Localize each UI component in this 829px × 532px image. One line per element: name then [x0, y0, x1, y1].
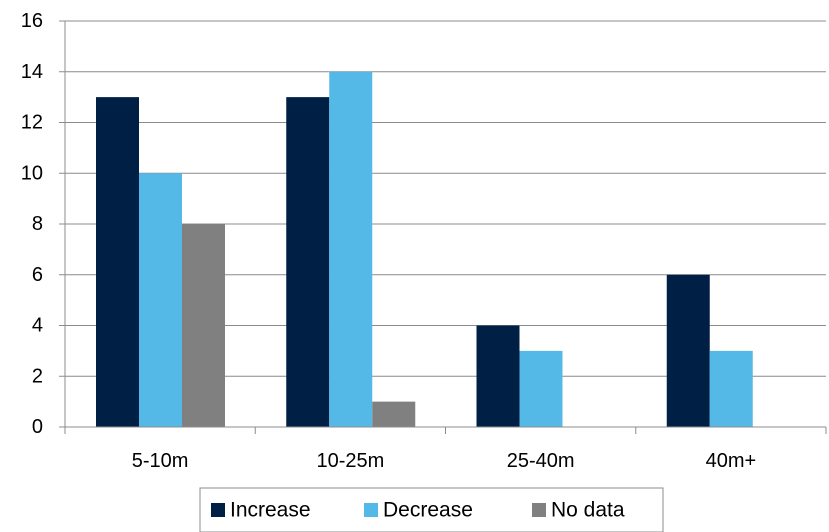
y-tick-labels: 0 2 4 6 8 10 12 14 16 [21, 10, 43, 438]
bars [96, 71, 753, 427]
x-tick-label: 10-25m [316, 450, 384, 472]
y-tick-label: 8 [32, 213, 43, 235]
y-tick-label: 10 [21, 162, 43, 184]
x-tick-label: 40m+ [706, 450, 757, 472]
bar-increase [476, 325, 520, 427]
bar-increase [666, 274, 710, 427]
legend-label: Increase [230, 499, 311, 522]
bar-decrease [329, 71, 373, 427]
bar-no-data [182, 224, 225, 427]
bar-decrease [139, 173, 182, 427]
x-tick-labels: 5-10m 10-25m 25-40m 40m+ [132, 450, 756, 472]
bar-increase [286, 97, 330, 427]
bar-no-data [372, 401, 416, 427]
y-tick-label: 12 [21, 112, 43, 134]
legend-box [199, 487, 664, 532]
legend-swatch [364, 503, 378, 517]
y-tick-label: 4 [32, 315, 43, 337]
y-tick-label: 0 [32, 416, 43, 438]
y-tick-label: 14 [21, 61, 43, 83]
y-tick-label: 16 [21, 10, 43, 32]
axes [59, 20, 827, 434]
legend-swatch [211, 503, 225, 517]
y-tick-label: 6 [32, 264, 43, 286]
x-tick-label: 25-40m [507, 450, 575, 472]
legend: Increase Decrease No data [199, 487, 664, 532]
legend-label: Decrease [383, 499, 473, 522]
bar-decrease [709, 350, 753, 427]
bar-decrease [519, 350, 563, 427]
legend-label: No data [551, 499, 625, 522]
y-tick-label: 2 [32, 365, 43, 387]
x-tick-label: 5-10m [132, 450, 189, 472]
bar-increase [96, 97, 139, 427]
legend-swatch [532, 503, 546, 517]
